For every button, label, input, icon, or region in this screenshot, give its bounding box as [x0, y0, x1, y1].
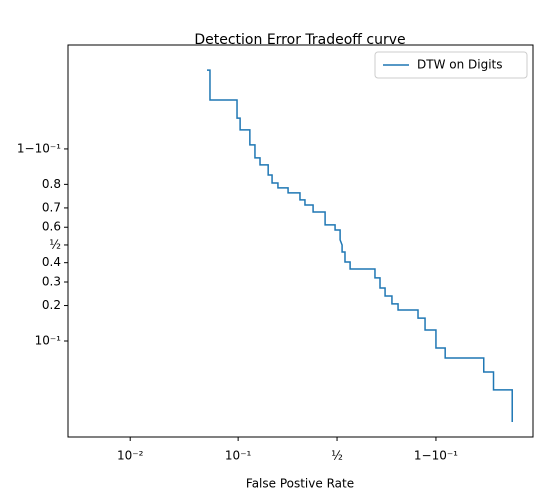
x-tick-label: 10⁻¹: [225, 449, 252, 463]
x-tick-label: ½: [331, 449, 343, 463]
y-tick-label: ½: [49, 237, 61, 251]
y-tick-label: 0.4: [42, 255, 61, 269]
y-tick-label: 0.8: [42, 177, 61, 191]
x-axis-label: False Postive Rate: [246, 477, 354, 490]
y-tick-label: 1−10⁻¹: [17, 141, 61, 155]
y-tick-label: 10⁻¹: [35, 333, 62, 347]
y-tick-label: 0.2: [42, 298, 61, 312]
x-tick-label: 1−10⁻¹: [414, 449, 458, 463]
chart-title: Detection Error Tradeoff curve: [194, 32, 405, 48]
legend-label: DTW on Digits: [417, 58, 503, 72]
series-line: [207, 69, 513, 423]
plot-frame: [67, 44, 534, 438]
y-tick-label: 0.7: [42, 200, 61, 214]
y-tick-label: 0.6: [42, 220, 61, 234]
legend-box: [374, 51, 528, 79]
x-tick-label: 10⁻²: [117, 449, 144, 463]
y-tick-label: 0.3: [42, 274, 61, 288]
